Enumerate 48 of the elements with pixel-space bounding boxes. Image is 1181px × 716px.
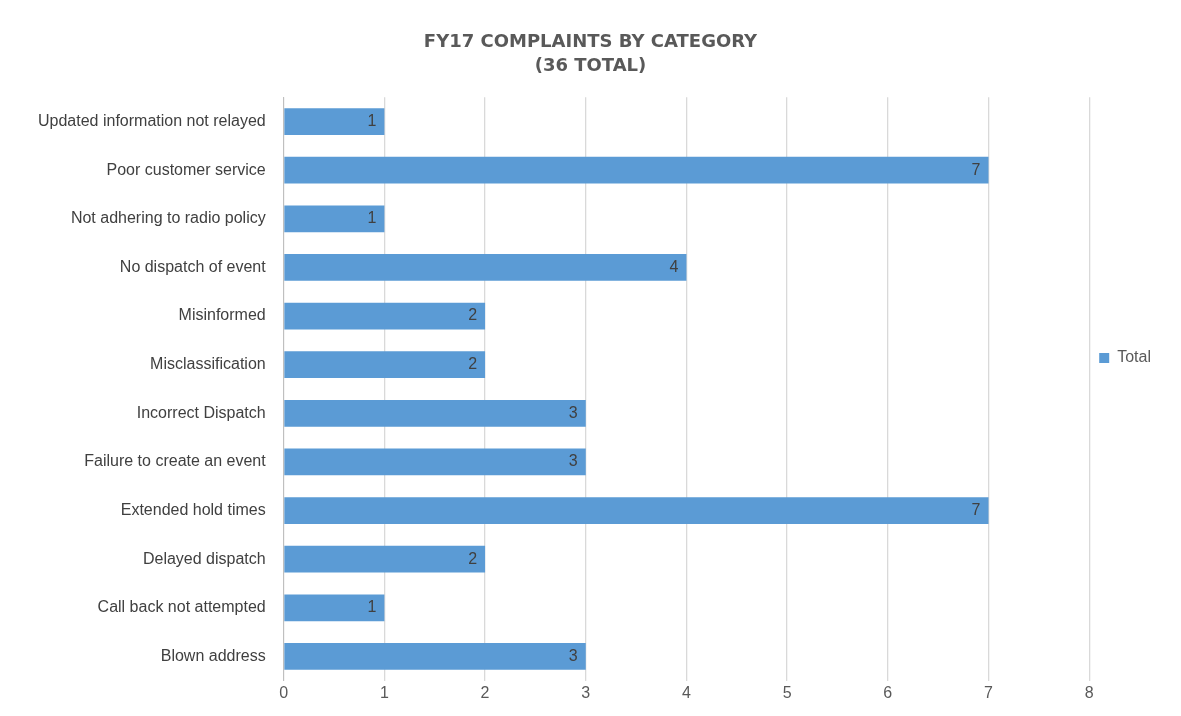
data-label: 1 (367, 209, 377, 227)
y-tick-label: Blown address (160, 646, 266, 664)
y-tick-label: Failure to create an event (84, 452, 267, 470)
y-tick-label: Incorrect Dispatch (136, 403, 266, 421)
data-label: 4 (669, 257, 679, 275)
bar (284, 351, 486, 379)
y-tick-label: No dispatch of event (119, 257, 267, 275)
bar (284, 594, 385, 622)
y-tick-label: Not adhering to radio policy (70, 209, 266, 227)
data-label: 7 (971, 500, 981, 518)
x-tick-label: 2 (480, 683, 490, 701)
x-tick-label: 1 (379, 683, 389, 701)
chart-subtitle: (36 TOTAL) (534, 54, 647, 76)
x-tick-label: 5 (782, 683, 792, 701)
bar (284, 108, 385, 135)
bar (284, 156, 989, 184)
data-label: 2 (468, 549, 478, 567)
bar (284, 497, 989, 524)
bar (284, 399, 586, 427)
x-tick-label: 0 (279, 683, 289, 701)
data-label: 1 (367, 598, 377, 616)
data-label: 3 (568, 403, 578, 421)
x-tick-label: 8 (1084, 683, 1094, 701)
y-tick-label: Call back not attempted (97, 598, 266, 616)
data-label: 2 (468, 355, 478, 373)
bar (284, 643, 586, 670)
data-label: 3 (568, 452, 578, 470)
y-tick-label: Updated information not relayed (37, 111, 266, 129)
data-label: 1 (367, 111, 377, 129)
bar (284, 205, 385, 233)
chart-title: FY17 COMPLAINTS BY CATEGORY (423, 30, 759, 52)
bar (284, 448, 586, 476)
y-tick-label: Delayed dispatch (142, 549, 266, 567)
y-tick-label: Extended hold times (120, 500, 266, 518)
x-tick-label: 7 (984, 683, 994, 701)
bar (284, 302, 486, 330)
x-tick-label: 4 (682, 683, 691, 701)
bar (284, 254, 687, 281)
bar (284, 545, 486, 573)
data-label: 3 (568, 646, 578, 664)
x-tick-label: 3 (581, 683, 591, 701)
y-tick-label: Misinformed (178, 306, 266, 324)
data-label: 7 (971, 160, 981, 178)
legend-label: Total (1117, 348, 1151, 366)
y-tick-label: Misclassification (150, 355, 266, 373)
x-tick-label: 6 (883, 683, 893, 701)
y-tick-label: Poor customer service (106, 160, 266, 178)
data-label: 2 (468, 306, 478, 324)
